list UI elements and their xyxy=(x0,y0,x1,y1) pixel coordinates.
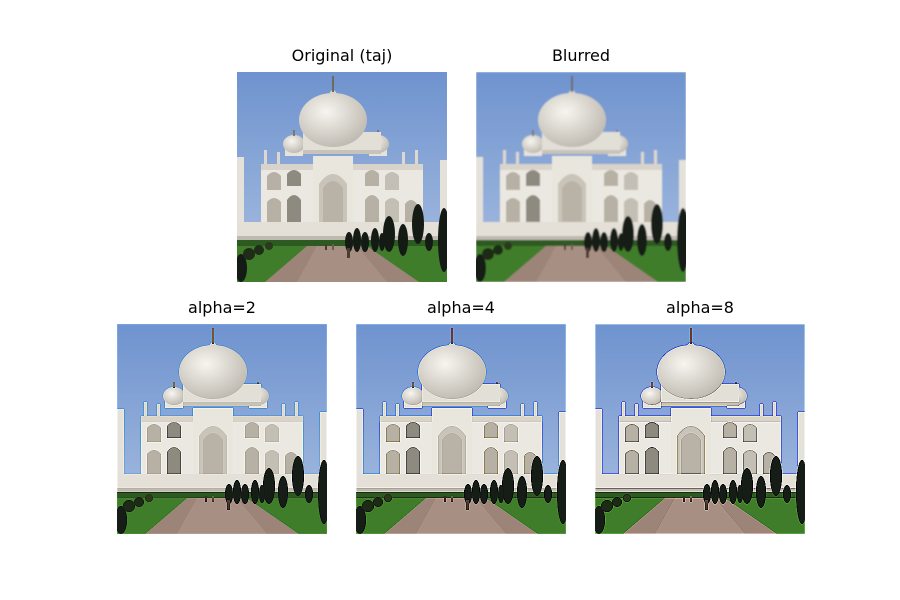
panel-title: alpha=4 xyxy=(427,298,495,317)
panel-alpha-4: alpha=4 xyxy=(356,298,566,534)
panel-alpha-2: alpha=2 xyxy=(117,298,327,534)
image-original xyxy=(237,72,447,282)
panel-title: Original (taj) xyxy=(291,46,393,65)
image-alpha-4 xyxy=(356,324,566,534)
image-alpha-2 xyxy=(117,324,327,534)
panel-title: alpha=2 xyxy=(188,298,256,317)
panel-blurred: Blurred xyxy=(476,46,686,282)
panel-title: alpha=8 xyxy=(666,298,734,317)
panel-original: Original (taj) xyxy=(237,46,447,282)
panel-alpha-8: alpha=8 xyxy=(595,298,805,534)
image-alpha-8 xyxy=(595,324,805,534)
panel-title: Blurred xyxy=(551,46,611,65)
image-blurred xyxy=(476,72,686,282)
